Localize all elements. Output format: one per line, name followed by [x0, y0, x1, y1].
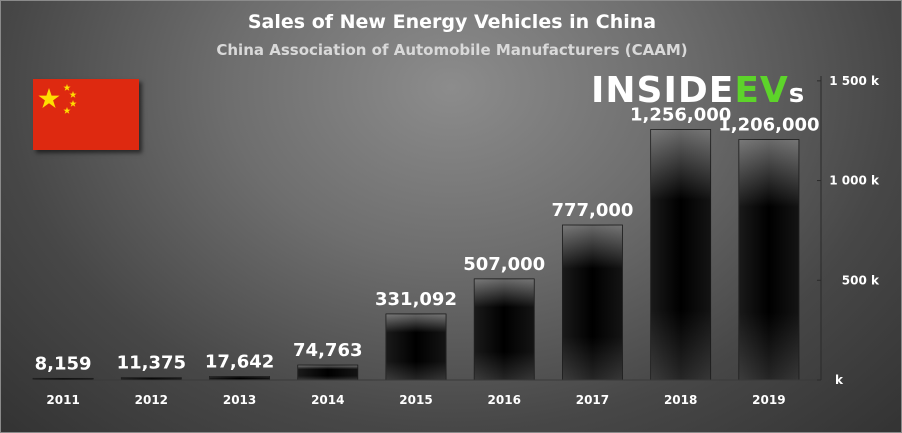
y-tick-label: 1 500 k: [829, 74, 880, 88]
x-tick-label-2011: 2011: [46, 393, 79, 407]
bar-highlight-2013: [209, 376, 270, 380]
x-tick-label-2016: 2016: [488, 393, 521, 407]
logo-s: s: [788, 79, 806, 109]
data-label-2011: 8,159: [35, 353, 92, 374]
insideevs-logo: INSIDEEVs: [591, 73, 805, 109]
flag-big-star: [38, 88, 60, 108]
y-tick-label: k: [835, 373, 844, 387]
x-tick-label-2015: 2015: [399, 393, 432, 407]
data-label-2015: 331,092: [375, 289, 457, 310]
bar-highlight-2011: [33, 378, 94, 380]
chart-title: Sales of New Energy Vehicles in China: [247, 11, 657, 33]
x-tick-label-2019: 2019: [752, 393, 785, 407]
y-tick-label: 1 000 k: [829, 174, 880, 188]
data-label-2014: 74,763: [293, 340, 362, 361]
logo-inside: INSIDE: [591, 70, 735, 111]
bar-highlight-2015: [386, 313, 446, 380]
flag-small-star: [63, 107, 71, 114]
bar-highlight-2012: [121, 377, 182, 380]
x-tick-label-2012: 2012: [135, 393, 168, 407]
data-label-2018: 1,256,000: [630, 105, 731, 126]
bar-highlight-2019: [738, 139, 799, 380]
bar-highlight-2018: [650, 129, 711, 380]
logo-ev: EV: [734, 70, 789, 111]
bar-highlight-2016: [474, 278, 535, 380]
bar-highlight-2017: [562, 225, 623, 380]
bar-highlight-2014: [297, 365, 358, 380]
data-label-2016: 507,000: [463, 254, 545, 275]
data-label-2019: 1,206,000: [718, 114, 819, 135]
flag-small-star: [63, 84, 71, 91]
data-label-2012: 11,375: [117, 353, 186, 374]
flag-small-star: [69, 91, 77, 98]
chart-subtitle: China Association of Automobile Manufact…: [216, 41, 688, 59]
data-label-2017: 777,000: [551, 200, 633, 221]
data-label-2013: 17,642: [205, 351, 274, 372]
x-tick-label-2013: 2013: [223, 393, 256, 407]
x-tick-label-2014: 2014: [311, 393, 344, 407]
flag-small-star: [69, 100, 77, 107]
x-tick-label-2018: 2018: [664, 393, 697, 407]
y-tick-label: 500 k: [842, 273, 880, 287]
china-flag-icon: [33, 79, 139, 150]
x-tick-label-2017: 2017: [576, 393, 609, 407]
